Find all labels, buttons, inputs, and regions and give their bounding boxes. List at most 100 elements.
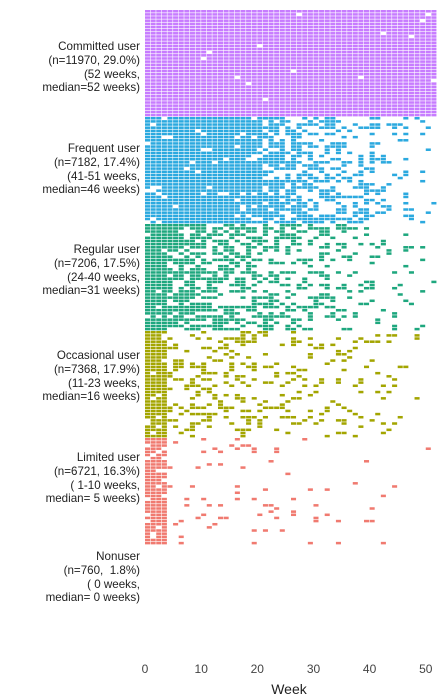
- usage-cell: [403, 201, 409, 205]
- usage-cell: [201, 161, 207, 164]
- usage-cell: [313, 66, 319, 70]
- usage-cell: [408, 110, 414, 114]
- usage-cell: [246, 356, 252, 359]
- usage-cell: [156, 107, 162, 111]
- usage-cell: [291, 293, 297, 296]
- usage-cell: [431, 85, 437, 89]
- usage-cell: [167, 167, 173, 170]
- usage-cell: [184, 164, 190, 167]
- label-line: median=52 weeks): [42, 81, 140, 95]
- usage-cell: [257, 107, 263, 111]
- usage-cell: [335, 104, 341, 107]
- usage-cell: [246, 321, 252, 325]
- usage-cell: [257, 120, 263, 123]
- usage-row: [145, 312, 398, 315]
- usage-cell: [150, 488, 156, 491]
- usage-cell: [375, 50, 381, 54]
- usage-cell: [403, 91, 409, 95]
- usage-cell: [330, 72, 336, 76]
- usage-cell: [178, 54, 184, 57]
- usage-row: [145, 478, 162, 482]
- usage-cell: [425, 98, 431, 101]
- usage-cell: [150, 142, 156, 145]
- usage-cell: [352, 19, 358, 22]
- usage-cell: [189, 50, 195, 54]
- usage-cell: [145, 47, 151, 51]
- usage-cell: [330, 195, 336, 199]
- usage-cell: [145, 286, 151, 290]
- label-line: Committed user: [58, 40, 140, 53]
- usage-cell: [313, 167, 319, 170]
- usage-cell: [240, 242, 246, 246]
- usage-cell: [302, 214, 308, 218]
- usage-cell: [414, 117, 420, 120]
- usage-cell: [414, 32, 420, 35]
- usage-cell: [212, 227, 218, 230]
- usage-row: [150, 513, 330, 517]
- usage-row: [145, 261, 375, 265]
- usage-cell: [156, 475, 162, 479]
- usage-cell: [145, 79, 151, 82]
- usage-cell: [161, 10, 167, 13]
- usage-cell: [302, 378, 308, 381]
- usage-cell: [251, 302, 257, 306]
- usage-cell: [307, 415, 313, 419]
- usage-cell: [274, 211, 280, 214]
- usage-cell: [234, 132, 240, 136]
- usage-cell: [358, 179, 364, 183]
- usage-cell: [335, 72, 341, 76]
- usage-cell: [268, 327, 274, 331]
- usage-cell: [201, 76, 207, 79]
- usage-cell: [313, 35, 319, 38]
- usage-cell: [251, 123, 257, 126]
- usage-cell: [262, 25, 268, 29]
- usage-cell: [279, 403, 285, 406]
- usage-cell: [386, 25, 392, 29]
- usage-cell: [212, 164, 218, 167]
- usage-cell: [319, 220, 325, 224]
- usage-cell: [285, 315, 291, 318]
- usage-cell: [251, 10, 257, 13]
- usage-cell: [156, 25, 162, 29]
- usage-cell: [274, 220, 280, 224]
- usage-cell: [240, 63, 246, 67]
- usage-cell: [319, 192, 325, 196]
- usage-cell: [145, 164, 151, 167]
- usage-cell: [274, 129, 280, 133]
- usage-cell: [296, 19, 302, 22]
- usage-cell: [403, 299, 409, 303]
- usage-cell: [161, 41, 167, 44]
- usage-row: [145, 205, 392, 208]
- usage-cell: [262, 198, 268, 202]
- label-line: median=16 weeks): [42, 390, 140, 404]
- usage-cell: [341, 110, 347, 114]
- usage-cell: [291, 397, 297, 400]
- usage-cell: [274, 192, 280, 196]
- usage-cell: [335, 129, 341, 133]
- usage-cell: [156, 356, 162, 359]
- usage-cell: [251, 94, 257, 98]
- usage-cell: [195, 384, 201, 388]
- usage-cell: [212, 32, 218, 35]
- usage-cell: [296, 28, 302, 32]
- usage-row: [145, 331, 297, 334]
- usage-cell: [375, 157, 381, 161]
- usage-cell: [352, 28, 358, 32]
- usage-cell: [380, 63, 386, 67]
- usage-cell: [352, 69, 358, 73]
- usage-cell: [302, 211, 308, 214]
- usage-cell: [358, 60, 364, 63]
- usage-cell: [223, 94, 229, 98]
- usage-cell: [178, 10, 184, 13]
- usage-cell: [173, 44, 179, 48]
- usage-cell: [375, 25, 381, 29]
- usage-cell: [251, 107, 257, 111]
- usage-cell: [145, 198, 151, 202]
- usage-cell: [189, 381, 195, 384]
- usage-cell: [397, 35, 403, 38]
- usage-row: [145, 475, 167, 479]
- usage-cell: [161, 422, 167, 425]
- usage-cell: [302, 220, 308, 224]
- usage-row: [145, 157, 409, 161]
- usage-cell: [262, 94, 268, 98]
